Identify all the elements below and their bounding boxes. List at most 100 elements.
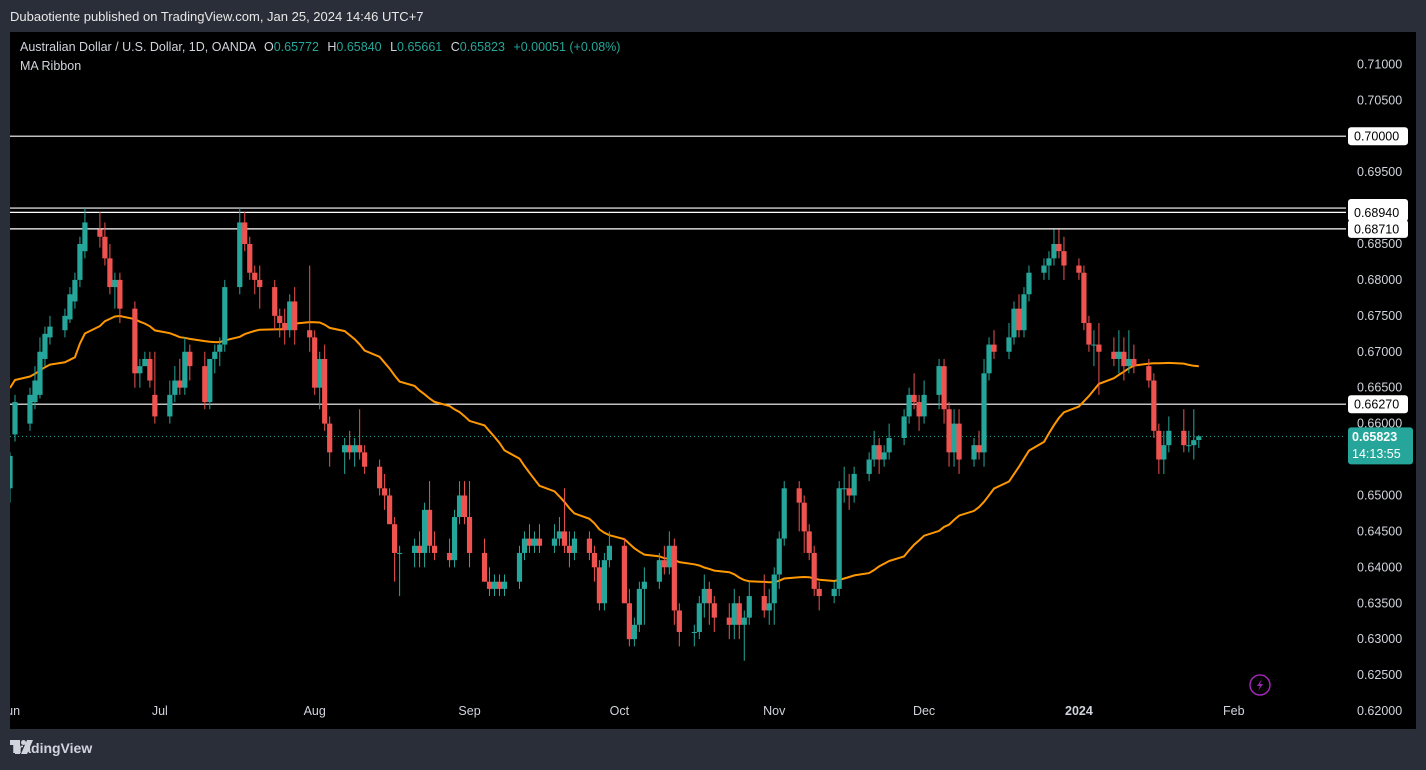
candle[interactable] — [841, 466, 847, 503]
candle[interactable] — [1026, 265, 1032, 302]
candle[interactable] — [816, 581, 822, 611]
candle[interactable] — [37, 337, 43, 399]
candle[interactable] — [921, 380, 927, 424]
candle[interactable] — [621, 538, 627, 604]
candle[interactable] — [1156, 423, 1162, 474]
candle[interactable] — [916, 394, 922, 431]
candle[interactable] — [1116, 330, 1122, 374]
candle[interactable] — [911, 373, 917, 410]
candle[interactable] — [1016, 294, 1022, 338]
candle[interactable] — [726, 603, 732, 640]
candle[interactable] — [1051, 229, 1057, 266]
candle[interactable] — [421, 502, 428, 568]
candle[interactable] — [242, 211, 248, 252]
candle[interactable] — [347, 430, 353, 460]
candle[interactable] — [247, 236, 253, 280]
candle[interactable] — [77, 236, 83, 288]
level-badge[interactable]: 0.68710 — [1348, 219, 1408, 238]
candle[interactable] — [446, 538, 453, 568]
candle[interactable] — [626, 588, 632, 647]
candle[interactable] — [426, 481, 433, 553]
candle[interactable] — [806, 524, 812, 561]
candle[interactable] — [886, 423, 892, 460]
candle[interactable] — [566, 531, 573, 568]
candle[interactable] — [781, 481, 787, 546]
candle[interactable] — [307, 265, 313, 352]
candle[interactable] — [327, 416, 333, 467]
candle[interactable] — [102, 222, 108, 266]
candle[interactable] — [951, 409, 957, 467]
candle[interactable] — [1006, 323, 1012, 359]
candle[interactable] — [671, 538, 677, 625]
candle[interactable] — [846, 473, 852, 510]
candle[interactable] — [496, 574, 503, 597]
candle[interactable] — [32, 366, 38, 410]
candle[interactable] — [312, 330, 318, 395]
candle[interactable] — [222, 279, 228, 352]
candle[interactable] — [466, 481, 473, 568]
candle[interactable] — [397, 545, 403, 597]
candle[interactable] — [486, 567, 493, 597]
candle[interactable] — [596, 560, 603, 611]
candle[interactable] — [831, 581, 837, 604]
candle[interactable] — [676, 603, 682, 647]
candle[interactable] — [392, 517, 398, 582]
indicator-label[interactable]: MA Ribbon — [20, 59, 82, 73]
candle[interactable] — [97, 211, 103, 248]
candle[interactable] — [1151, 373, 1157, 438]
candle[interactable] — [641, 567, 647, 625]
candle[interactable] — [317, 351, 323, 410]
last-price-badge[interactable]: 0.65823 14:13:55 — [1348, 427, 1413, 465]
candle[interactable] — [282, 308, 288, 345]
candle[interactable] — [876, 437, 882, 474]
candle[interactable] — [382, 473, 388, 510]
candle[interactable] — [551, 524, 558, 553]
candle[interactable] — [377, 459, 383, 496]
candle[interactable] — [521, 531, 528, 561]
candle[interactable] — [631, 617, 637, 647]
candle[interactable] — [586, 531, 593, 561]
candle[interactable] — [42, 326, 48, 367]
candle[interactable] — [1121, 337, 1127, 381]
candle[interactable] — [1021, 287, 1027, 338]
candle[interactable] — [501, 574, 508, 597]
candle[interactable] — [142, 351, 148, 367]
candle[interactable] — [431, 531, 438, 561]
candle[interactable] — [1131, 344, 1137, 374]
candle[interactable] — [941, 358, 947, 424]
candle[interactable] — [132, 301, 138, 388]
candle[interactable] — [1076, 258, 1082, 280]
candle[interactable] — [10, 452, 13, 503]
candle[interactable] — [352, 437, 358, 467]
candle[interactable] — [362, 445, 368, 474]
candle[interactable] — [67, 287, 73, 324]
candle[interactable] — [411, 538, 418, 568]
candle[interactable] — [811, 545, 817, 597]
candle[interactable] — [661, 545, 667, 575]
candle[interactable] — [47, 315, 53, 345]
candle[interactable] — [696, 596, 702, 640]
candle[interactable] — [172, 366, 178, 403]
candle[interactable] — [776, 531, 782, 589]
candle[interactable] — [1111, 337, 1117, 367]
candle[interactable] — [561, 488, 568, 553]
candle[interactable] — [27, 387, 33, 431]
candle[interactable] — [981, 358, 987, 467]
candle[interactable] — [1011, 301, 1017, 345]
candle[interactable] — [1061, 236, 1067, 280]
level-badge[interactable]: 0.68940 — [1348, 203, 1408, 222]
candle[interactable] — [1166, 416, 1172, 453]
candle[interactable] — [137, 358, 143, 388]
candle[interactable] — [1181, 409, 1187, 453]
candle[interactable] — [986, 337, 992, 381]
candle[interactable] — [936, 358, 942, 410]
candle[interactable] — [871, 430, 877, 467]
candle[interactable] — [152, 351, 158, 424]
candle[interactable] — [526, 524, 533, 553]
candle[interactable] — [1196, 435, 1202, 448]
candle[interactable] — [881, 445, 887, 467]
candle[interactable] — [1081, 265, 1087, 331]
candle[interactable] — [416, 531, 423, 568]
candle[interactable] — [212, 344, 218, 374]
candle[interactable] — [731, 588, 737, 640]
